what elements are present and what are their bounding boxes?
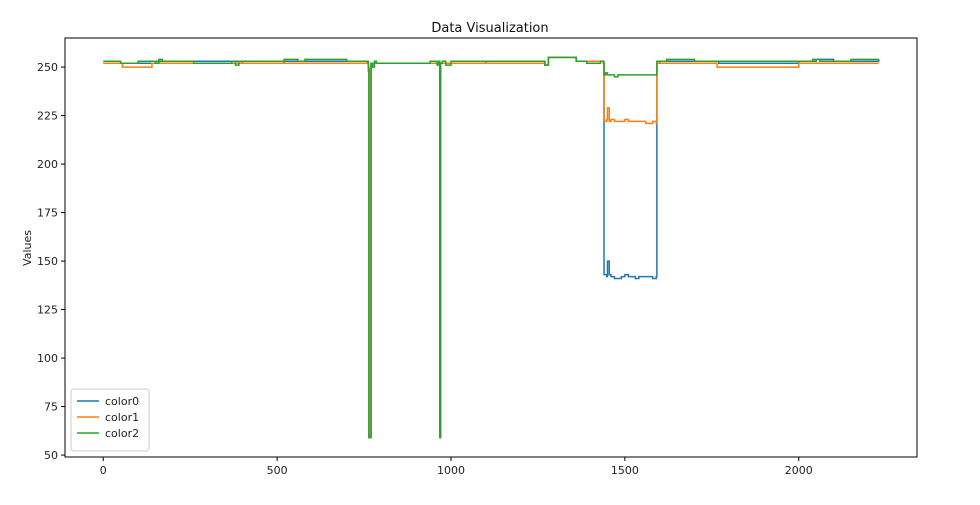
y-tick-label: 150 (37, 255, 58, 268)
y-tick-label: 100 (37, 352, 58, 365)
legend-box (70, 388, 150, 452)
legend: color0 color1 color2 (70, 388, 150, 452)
y-tick-label: 50 (44, 449, 58, 462)
x-tick-label: 1000 (437, 464, 465, 477)
y-tick-label: 75 (44, 401, 58, 414)
y-tick-label: 250 (37, 61, 58, 74)
x-tick-label: 1500 (611, 464, 639, 477)
x-tick-label: 2000 (785, 464, 813, 477)
chart-title: Data Visualization (431, 21, 548, 36)
y-axis: 50 75 100 125 150 175 200 225 250 (37, 61, 65, 462)
legend-label-color0: color0 (105, 395, 139, 408)
legend-label-color1: color1 (105, 411, 139, 424)
y-tick-label: 125 (37, 304, 58, 317)
x-tick-label: 500 (267, 464, 288, 477)
series-line-color2 (103, 56, 879, 439)
y-tick-label: 200 (37, 158, 58, 171)
plot-area (103, 56, 880, 439)
x-axis: 0 500 1000 1500 2000 (100, 457, 813, 477)
y-axis-label: Values (21, 230, 34, 266)
legend-label-color2: color2 (105, 427, 139, 440)
y-tick-label: 225 (37, 110, 58, 123)
y-tick-label: 175 (37, 207, 58, 220)
plot-frame (64, 37, 918, 458)
x-tick-label: 0 (100, 464, 107, 477)
